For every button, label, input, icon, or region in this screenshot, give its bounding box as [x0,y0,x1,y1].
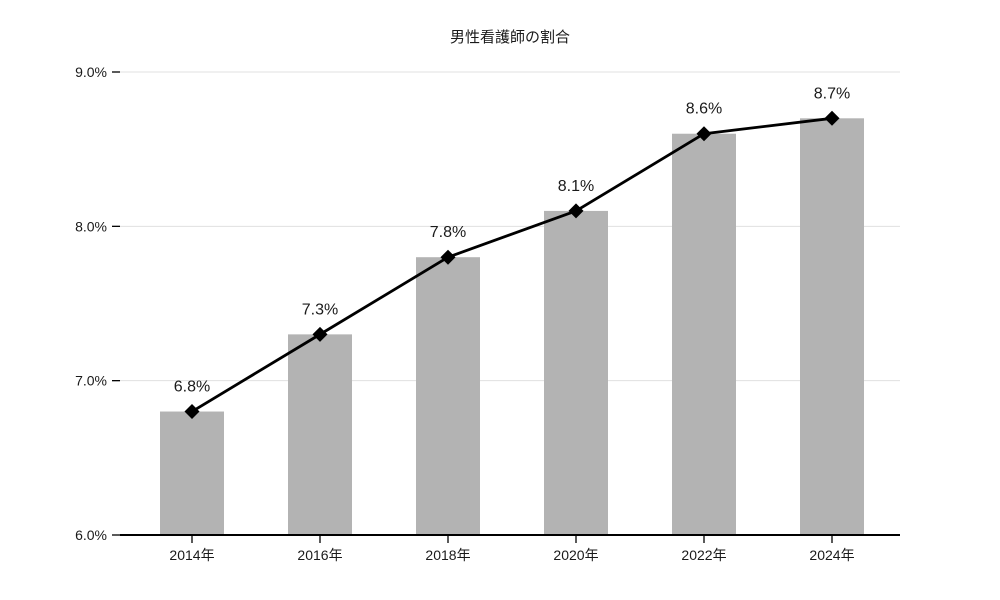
y-tick-label: 6.0% [75,527,107,543]
y-tick-label: 8.0% [75,218,107,234]
x-tick-label: 2018年 [425,547,470,563]
bar [800,118,864,536]
data-point-marker [824,110,840,126]
x-tick-label: 2022年 [681,547,726,563]
data-label: 8.6% [686,101,722,118]
bar [288,334,352,535]
y-tick-label: 7.0% [75,373,107,389]
data-label: 8.1% [558,178,594,195]
trend-line [190,116,834,413]
bar [672,133,736,535]
bar [416,257,480,535]
data-point-marker [696,126,712,142]
x-tick-label: 2020年 [553,547,598,563]
data-label: 6.8% [174,379,210,396]
data-point-marker [184,404,200,420]
y-tick-label: 9.0% [75,64,107,80]
x-tick-label: 2016年 [297,547,342,563]
chart-title: 男性看護師の割合 [450,29,570,46]
x-tick-label: 2014年 [169,547,214,563]
bar [544,210,608,535]
data-point-marker [568,203,584,219]
data-point-marker [440,249,456,265]
x-tick-label: 2024年 [809,547,854,563]
data-label: 7.3% [302,301,338,318]
data-label: 8.7% [814,85,850,102]
data-label: 7.8% [430,224,466,241]
data-point-marker [312,326,328,342]
bar [160,411,224,535]
